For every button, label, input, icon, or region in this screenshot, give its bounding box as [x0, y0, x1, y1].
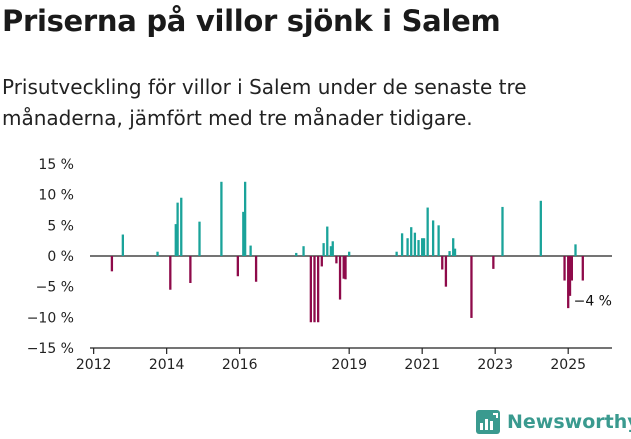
x-tick-label: 2016	[222, 357, 258, 370]
bar	[453, 248, 457, 256]
bar	[348, 251, 351, 256]
bar	[156, 251, 159, 256]
bar	[335, 256, 338, 264]
bar	[309, 256, 312, 323]
x-axis-ticks: 2012 2014 2016 2019 2021 2023 2025	[76, 348, 586, 370]
bar	[121, 234, 124, 256]
bar	[448, 251, 451, 256]
bar	[180, 197, 183, 256]
bar	[329, 246, 333, 256]
bar	[570, 256, 573, 281]
bars	[110, 181, 584, 323]
bar	[563, 256, 566, 281]
bar	[344, 256, 347, 280]
y-tick-label: 0 %	[47, 249, 74, 265]
bar	[441, 256, 444, 270]
bar	[413, 232, 417, 256]
bar	[220, 181, 223, 256]
y-tick-label: 15 %	[38, 157, 74, 173]
y-tick-label: −5 %	[36, 280, 74, 296]
chart-subtitle: Prisutveckling för villor i Salem under …	[2, 75, 527, 130]
bar	[254, 256, 258, 282]
bar	[243, 181, 247, 256]
bar	[452, 238, 455, 256]
bar	[437, 225, 440, 256]
bar	[568, 256, 572, 296]
bar	[400, 233, 404, 256]
bar	[539, 200, 542, 256]
bar	[331, 241, 334, 256]
chart-title: Priserna på villor sjönk i Salem	[2, 4, 501, 38]
bar	[574, 244, 577, 256]
bar	[422, 238, 426, 256]
bar-chart: 15 %10 %5 %0 %−5 %−10 %−15 % 2012 2014 201…	[27, 157, 612, 370]
x-tick-label: 2021	[404, 357, 440, 370]
bar	[320, 256, 323, 267]
bar	[174, 224, 177, 256]
bar	[236, 256, 239, 277]
y-tick-label: 10 %	[38, 188, 74, 204]
bar	[110, 256, 114, 272]
y-axis-labels: 15 % 10 % 5 % 0 % −5 % −10 % −15 %	[27, 157, 74, 357]
last-value-annotation: −4 %	[574, 294, 612, 310]
bar	[169, 256, 172, 290]
x-tick-label: 2023	[477, 357, 513, 370]
bar	[242, 211, 245, 256]
bar	[295, 252, 298, 256]
bar	[342, 256, 345, 279]
x-tick-label: 2012	[76, 357, 112, 370]
bar	[410, 227, 413, 256]
bar	[338, 256, 342, 300]
bar	[426, 207, 429, 256]
brand-name: Newsworthy	[507, 411, 631, 433]
bar	[431, 220, 435, 256]
bar	[421, 238, 424, 256]
bar	[313, 256, 316, 323]
y-tick-label: −10 %	[27, 310, 74, 326]
bar	[581, 256, 584, 281]
x-tick-label: 2025	[550, 357, 586, 370]
bar	[317, 256, 320, 323]
bar	[326, 226, 329, 256]
bar	[198, 221, 201, 256]
x-tick-label: 2019	[331, 357, 367, 370]
bar	[492, 256, 495, 269]
bar	[501, 206, 504, 256]
newsworthy-logo-icon	[476, 410, 500, 434]
brand-logo: Newsworthy	[476, 408, 631, 436]
bar	[470, 256, 473, 318]
y-tick-label: −15 %	[27, 341, 74, 357]
bar	[302, 246, 305, 256]
y-tick-label: 5 %	[47, 218, 74, 234]
bar	[176, 202, 179, 256]
bar	[189, 256, 192, 283]
bar	[444, 256, 448, 287]
bar	[395, 251, 398, 256]
bar	[567, 256, 570, 309]
bar	[406, 238, 409, 256]
bar	[249, 245, 252, 256]
bar	[417, 240, 420, 256]
x-tick-label: 2014	[149, 357, 185, 370]
bar	[322, 243, 325, 256]
